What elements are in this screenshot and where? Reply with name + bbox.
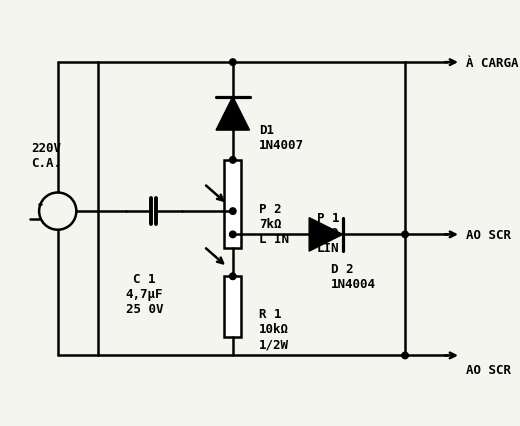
- Circle shape: [229, 208, 236, 215]
- FancyBboxPatch shape: [225, 161, 241, 249]
- Polygon shape: [216, 98, 250, 131]
- Circle shape: [402, 352, 408, 359]
- Text: R 1
10kΩ
1/2W: R 1 10kΩ 1/2W: [259, 307, 289, 350]
- Text: AO SCR: AO SCR: [465, 363, 511, 376]
- Text: P 1
1kΩ
LIN: P 1 1kΩ LIN: [317, 212, 339, 254]
- Circle shape: [402, 232, 408, 238]
- Circle shape: [229, 232, 236, 238]
- Circle shape: [229, 273, 236, 280]
- Text: D1
1N4007: D1 1N4007: [259, 124, 304, 151]
- Text: 220V
C.A.: 220V C.A.: [32, 142, 61, 170]
- FancyBboxPatch shape: [225, 276, 241, 337]
- Text: P 2
7kΩ
L IN: P 2 7kΩ L IN: [259, 202, 289, 245]
- Text: D 2
1N4004: D 2 1N4004: [331, 263, 375, 291]
- Text: AO SCR: AO SCR: [465, 228, 511, 241]
- Text: À CARGA: À CARGA: [465, 57, 518, 69]
- Circle shape: [229, 157, 236, 164]
- Polygon shape: [309, 218, 343, 251]
- Text: C 1
4,7μF
25 0V: C 1 4,7μF 25 0V: [125, 272, 163, 315]
- Circle shape: [229, 60, 236, 66]
